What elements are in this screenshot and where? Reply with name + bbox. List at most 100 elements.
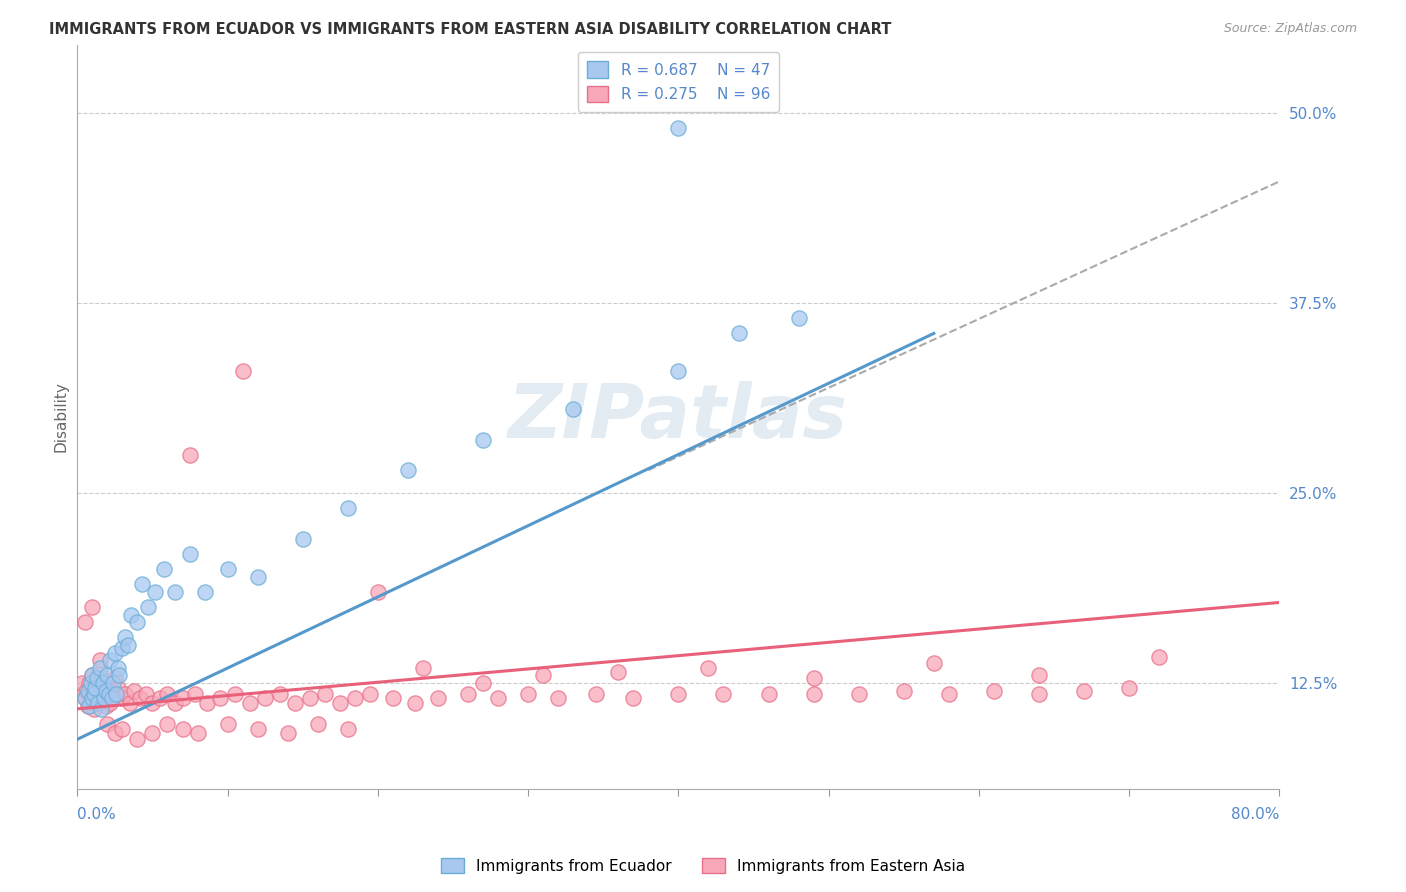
Point [179,448,201,462]
Legend: Immigrants from Ecuador, Immigrants from Eastern Asia: Immigrants from Ecuador, Immigrants from… [434,852,972,880]
Point [224,687,246,701]
Point [848,687,870,701]
Point [107,681,129,695]
Point [104,726,127,740]
Point [82,691,104,706]
Point [517,687,540,701]
Point [84,681,107,695]
Text: 80.0%: 80.0% [1232,807,1279,822]
Point [129,691,152,706]
Point [457,687,479,701]
Point [246,569,269,583]
Point [562,402,585,417]
Point [100,696,122,710]
Point [156,687,179,701]
Point [153,562,176,576]
Point [1149,650,1171,665]
Point [277,726,299,740]
Point [105,687,128,701]
Point [104,672,127,686]
Point [412,661,434,675]
Point [82,668,104,682]
Point [80,687,103,701]
Point [127,732,149,747]
Point [668,687,690,701]
Point [336,501,359,516]
Point [486,691,509,706]
Point [314,687,336,701]
Point [472,433,495,447]
Point [114,687,136,701]
Text: ZIPatlas: ZIPatlas [509,381,848,453]
Point [359,687,381,701]
Point [94,683,117,698]
Point [103,676,125,690]
Point [103,691,125,706]
Point [94,698,117,713]
Point [172,691,194,706]
Point [472,676,495,690]
Point [108,668,131,682]
Point [86,676,108,690]
Point [183,687,205,701]
Point [120,607,142,622]
Point [76,683,98,698]
Point [89,661,111,675]
Point [367,584,389,599]
Point [96,668,118,682]
Point [621,691,644,706]
Point [163,696,186,710]
Point [84,687,107,701]
Point [96,717,118,731]
Point [172,722,194,736]
Point [149,691,172,706]
Point [135,687,157,701]
Point [79,698,101,713]
Point [124,683,146,698]
Point [89,653,111,667]
Point [1028,668,1050,682]
Point [531,668,554,682]
Point [127,615,149,630]
Point [983,683,1005,698]
Point [336,722,359,736]
Point [73,691,96,706]
Point [136,600,159,615]
Point [179,547,201,561]
Point [141,696,163,710]
Point [893,683,915,698]
Point [96,676,118,690]
Point [76,698,98,713]
Point [217,717,239,731]
Point [73,691,96,706]
Point [195,696,218,710]
Point [87,696,110,710]
Point [101,683,124,698]
Point [145,584,167,599]
Point [104,646,127,660]
Point [117,638,139,652]
Point [284,696,307,710]
Point [131,577,153,591]
Point [239,696,262,710]
Point [107,661,129,675]
Point [803,687,825,701]
Point [93,691,115,706]
Point [101,691,124,706]
Legend: R = 0.687    N = 47, R = 0.275    N = 96: R = 0.687 N = 47, R = 0.275 N = 96 [578,53,779,112]
Point [83,687,105,701]
Point [938,687,960,701]
Point [922,657,945,671]
Point [668,121,690,136]
Point [1028,687,1050,701]
Point [82,696,104,710]
Point [269,687,291,701]
Point [187,726,209,740]
Point [111,641,134,656]
Point [90,702,112,716]
Point [79,676,101,690]
Point [141,726,163,740]
Point [93,683,115,698]
Point [73,615,96,630]
Point [91,676,114,690]
